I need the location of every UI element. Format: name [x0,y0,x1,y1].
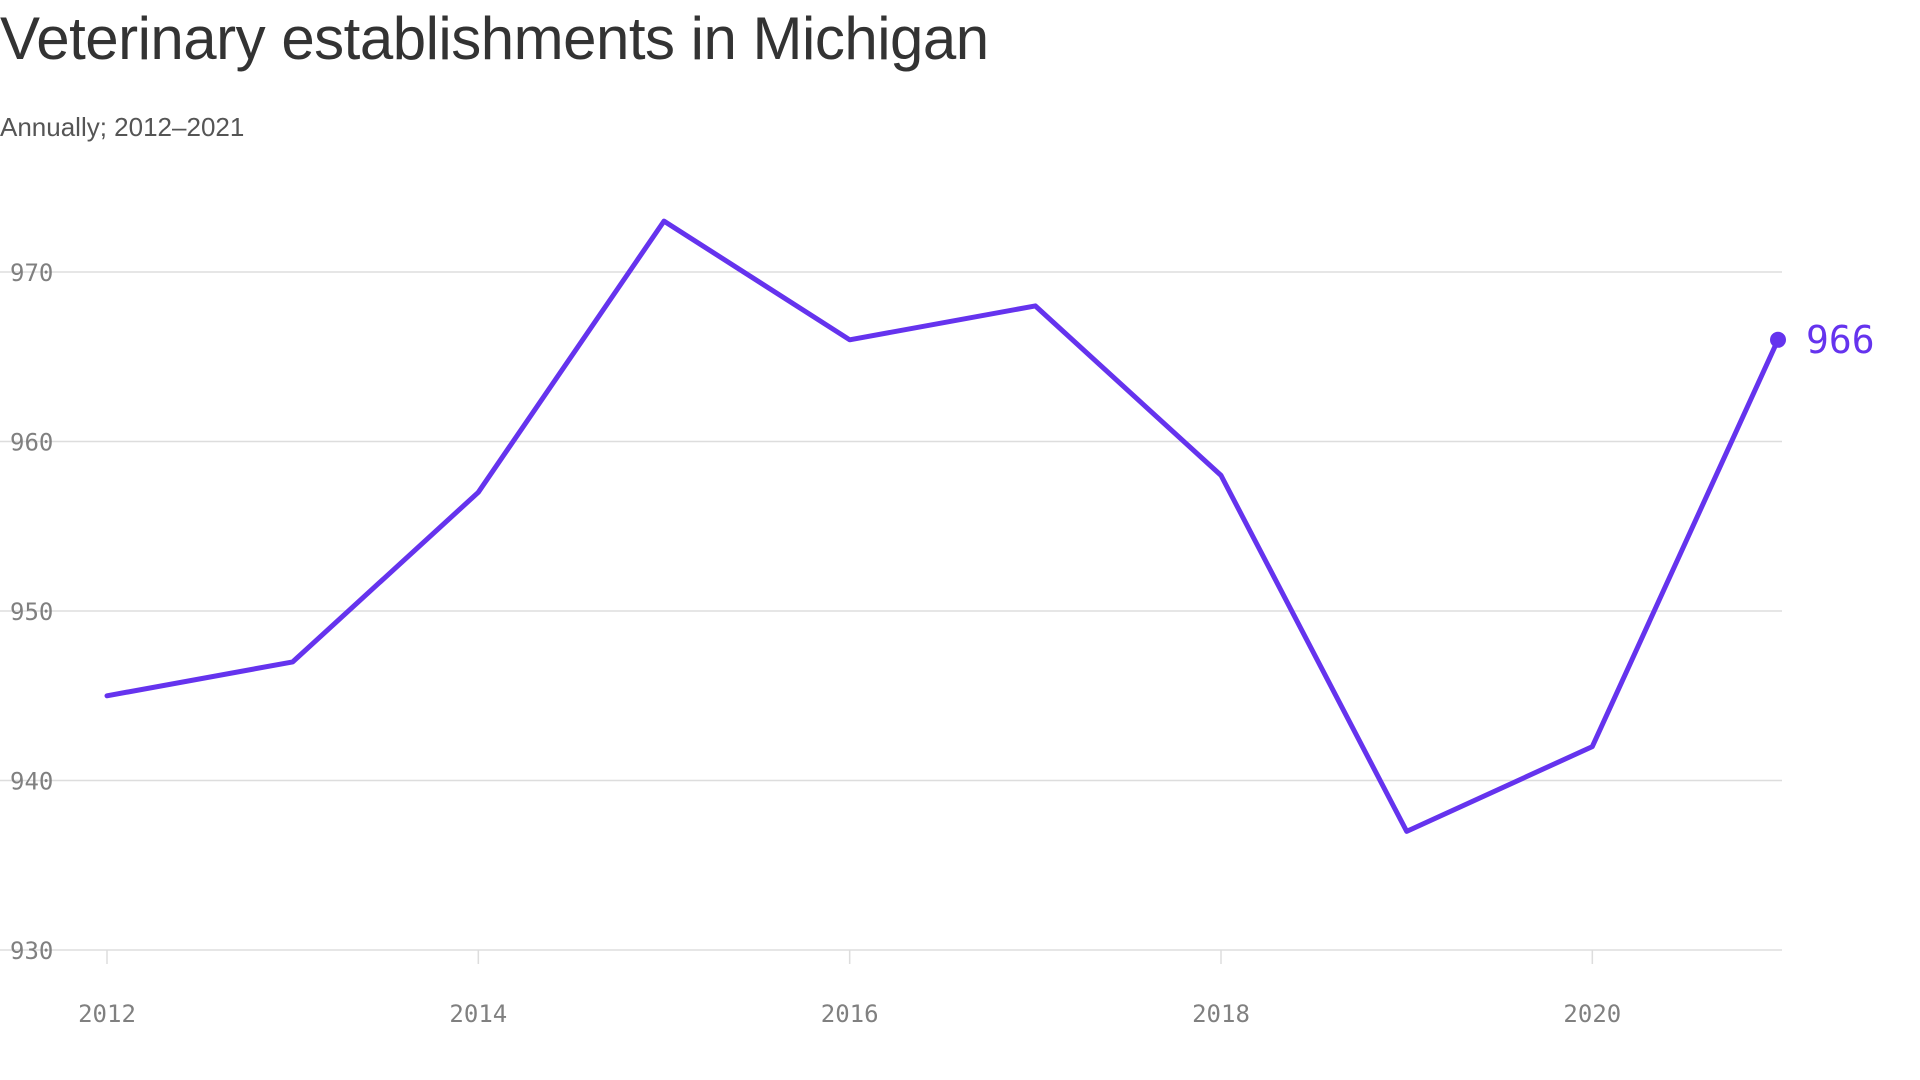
x-tick-label-2020: 2020 [1563,1000,1621,1028]
y-tick-label-970: 970 [10,259,53,287]
end-value-label: 966 [1806,318,1875,362]
x-tick-label-2012: 2012 [78,1000,136,1028]
series: 966 [104,218,1875,834]
chart-subtitle: Annually; 2012–2021 [0,112,245,142]
series-line [104,218,1781,834]
y-tick-label-940: 940 [10,768,53,796]
chart-title: Veterinary establishments in Michigan [0,5,989,72]
y-tick-label-960: 960 [10,429,53,457]
x-axis-ticks: 2012 2014 2016 2018 2020 [78,950,1621,1028]
gridlines [0,271,1782,951]
y-tick-label-950: 950 [10,598,53,626]
x-tick-label-2016: 2016 [821,1000,879,1028]
x-tick-label-2014: 2014 [449,1000,507,1028]
y-axis-ticks: 930 940 950 960 970 [10,259,53,965]
end-point-marker [1770,331,1786,348]
y-tick-label-930: 930 [10,937,53,965]
x-tick-label-2018: 2018 [1192,1000,1250,1028]
